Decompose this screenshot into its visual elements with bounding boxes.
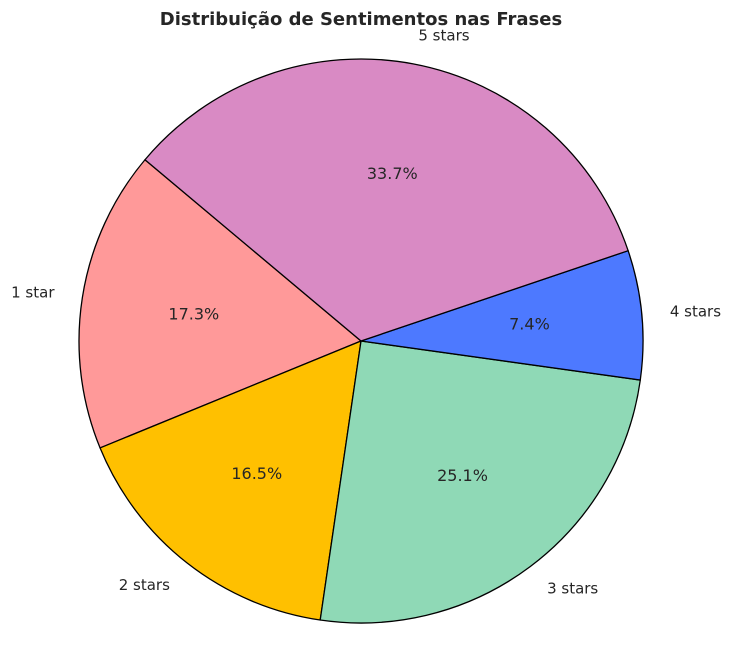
percent-label-1-star: 17.3% (168, 304, 219, 323)
pie-slice-4-stars (360, 250, 644, 381)
pie-slice-3-stars (319, 340, 641, 624)
pie-slice-5-stars (144, 58, 629, 342)
pie-slice-2-stars (99, 340, 362, 621)
chart-title: Distribuição de Sentimentos nas Frases (160, 9, 562, 30)
pie-slice-1-star (78, 159, 362, 449)
percent-label-3-stars: 25.1% (437, 466, 488, 485)
percent-label-2-stars: 16.5% (231, 464, 282, 483)
slice-label-5-stars: 5 stars (418, 27, 469, 45)
slice-label-1-star: 1 star (11, 284, 55, 302)
percent-label-5-stars: 33.7% (367, 164, 418, 183)
pie-labels: 1 star 17.3% 2 stars 16.5% 3 stars 25.1% 4 sta… (11, 27, 721, 598)
slice-label-3-stars: 3 stars (547, 580, 598, 598)
slice-label-4-stars: 4 stars (670, 303, 721, 321)
slice-label-2-stars: 2 stars (119, 576, 170, 594)
pie-slices (78, 58, 644, 624)
percent-label-4-stars: 7.4% (509, 315, 550, 334)
